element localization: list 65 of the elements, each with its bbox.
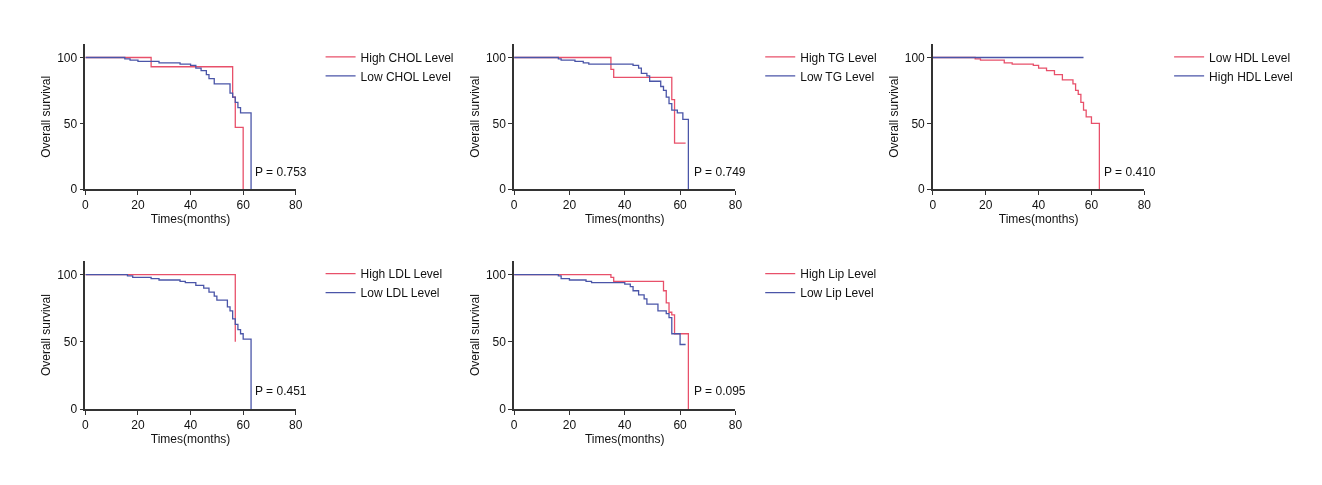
y-axis-title: Overall survival bbox=[38, 294, 53, 377]
legend-label: High LDL Level bbox=[360, 267, 443, 282]
x-tick-label: 40 bbox=[618, 198, 632, 213]
annotation: P = 0.451 bbox=[255, 384, 307, 398]
y-tick-label: 50 bbox=[63, 335, 78, 350]
y-tick-label: 100 bbox=[904, 50, 926, 65]
x-tick-label: 60 bbox=[673, 198, 688, 213]
x-tick-label: 60 bbox=[236, 418, 251, 433]
y-tick-label: 50 bbox=[63, 116, 78, 131]
legend-label: Low TG Level bbox=[800, 69, 875, 84]
y-axis-title: Overall survival bbox=[38, 75, 53, 158]
y-tick-label: 50 bbox=[492, 116, 507, 131]
y-tick-label: 100 bbox=[57, 50, 78, 65]
annotation: P = 0.410 bbox=[1104, 165, 1156, 179]
y-tick-label: 50 bbox=[911, 116, 926, 131]
y-tick-label: 0 bbox=[918, 182, 926, 197]
annotation: P = 0.095 bbox=[694, 384, 746, 398]
x-axis-title: Times(months) bbox=[584, 432, 665, 447]
legend-label: Low CHOL Level bbox=[360, 69, 451, 84]
x-tick-label: 0 bbox=[510, 418, 518, 433]
y-axis-title: Overall survival bbox=[886, 75, 901, 158]
x-tick-label: 80 bbox=[1137, 198, 1152, 213]
y-axis-title: Overall survival bbox=[467, 294, 482, 377]
x-tick-label: 0 bbox=[82, 418, 90, 433]
legend-label: Low Lip Level bbox=[800, 286, 874, 301]
x-tick-label: 60 bbox=[673, 418, 688, 433]
x-tick-label: 0 bbox=[929, 198, 937, 213]
x-tick-label: 80 bbox=[289, 418, 303, 433]
y-tick-label: 100 bbox=[57, 267, 78, 282]
y-tick-label: 0 bbox=[499, 182, 507, 197]
y-tick-label: 0 bbox=[70, 402, 78, 417]
x-tick-label: 20 bbox=[562, 198, 577, 213]
x-tick-label: 20 bbox=[131, 198, 145, 213]
x-tick-label: 60 bbox=[1084, 198, 1099, 213]
legend-label: High TG Level bbox=[800, 50, 877, 65]
x-tick-label: 80 bbox=[728, 198, 743, 213]
x-tick-label: 20 bbox=[979, 198, 993, 213]
legend-label: High Lip Level bbox=[800, 267, 877, 282]
x-tick-label: 20 bbox=[131, 418, 145, 433]
x-tick-label: 40 bbox=[183, 418, 198, 433]
x-axis-title: Times(months) bbox=[998, 212, 1079, 227]
y-tick-label: 50 bbox=[492, 335, 507, 350]
x-axis-title: Times(months) bbox=[150, 432, 231, 447]
x-tick-label: 20 bbox=[562, 418, 577, 433]
annotation: P = 0.753 bbox=[255, 165, 307, 179]
legend-label: Low LDL Level bbox=[360, 286, 440, 301]
x-tick-label: 60 bbox=[236, 198, 251, 213]
legend-label: Low HDL Level bbox=[1209, 50, 1291, 65]
y-tick-label: 0 bbox=[70, 182, 78, 197]
y-tick-label: 100 bbox=[485, 267, 507, 282]
annotation: P = 0.749 bbox=[694, 165, 746, 179]
x-tick-label: 80 bbox=[728, 418, 743, 433]
y-tick-label: 100 bbox=[485, 50, 507, 65]
x-tick-label: 40 bbox=[1031, 198, 1046, 213]
x-tick-label: 0 bbox=[510, 198, 518, 213]
y-tick-label: 0 bbox=[499, 402, 507, 417]
x-tick-label: 80 bbox=[289, 198, 303, 213]
x-tick-label: 40 bbox=[618, 418, 632, 433]
y-axis-title: Overall survival bbox=[467, 75, 482, 158]
x-axis-title: Times(months) bbox=[150, 212, 231, 227]
legend-label: High CHOL Level bbox=[360, 50, 454, 65]
x-tick-label: 0 bbox=[82, 198, 90, 213]
x-axis-title: Times(months) bbox=[584, 212, 665, 227]
x-tick-label: 40 bbox=[183, 198, 198, 213]
legend-label: High HDL Level bbox=[1209, 69, 1293, 84]
